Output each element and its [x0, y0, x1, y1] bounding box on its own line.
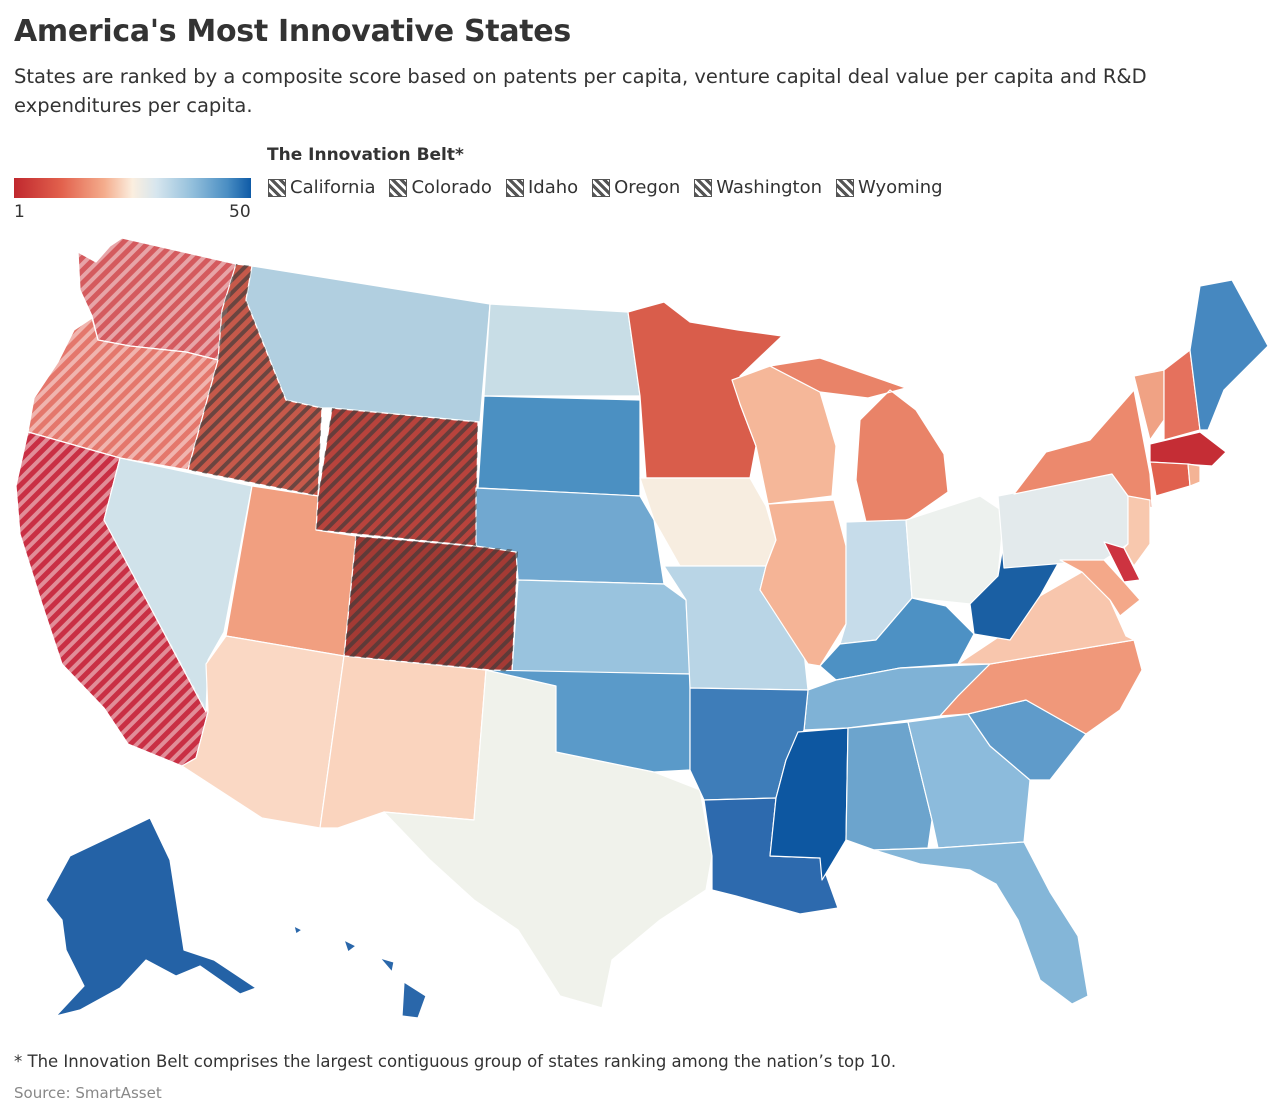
state-AZ — [181, 635, 345, 829]
state-MI — [769, 357, 949, 523]
hatch-swatch-icon — [268, 178, 286, 197]
state-ME — [1189, 279, 1269, 431]
state-DE — [1103, 541, 1141, 583]
belt-item-label: California — [290, 177, 376, 198]
color-scale-legend — [14, 178, 251, 200]
innovation-belt-legend-title: The Innovation Belt* — [267, 145, 464, 165]
page-subtitle: States are ranked by a composite score b… — [14, 65, 1147, 117]
state-HI — [293, 925, 427, 1019]
state-NJ — [1123, 495, 1151, 567]
state-PA — [997, 473, 1129, 569]
source-credit: Source: SmartAsset — [14, 1084, 162, 1102]
state-NH — [1163, 349, 1201, 441]
state-RI — [1187, 463, 1201, 487]
hatch-swatch-icon — [505, 178, 524, 197]
state-CT — [1149, 461, 1191, 497]
state-SD — [477, 395, 641, 497]
state-AK — [45, 817, 257, 1017]
state-KS — [511, 579, 691, 675]
state-FL — [873, 841, 1089, 1005]
state-KY — [819, 597, 975, 681]
belt-item-label: Washington — [716, 177, 823, 198]
belt-item-label: Wyoming — [858, 177, 943, 198]
state-IL — [759, 499, 847, 667]
hatch-swatch-icon — [592, 178, 611, 197]
state-ND — [483, 303, 641, 397]
state-MD — [1059, 559, 1141, 617]
belt-item-california: California — [268, 177, 375, 198]
state-NM — [319, 655, 487, 829]
innovation-belt-legend: California Colorado Idaho Oregon Washing… — [268, 177, 943, 198]
belt-item-label: Idaho — [527, 177, 579, 198]
state-IA — [639, 477, 777, 567]
state-NY — [1013, 389, 1153, 509]
belt-item-colorado: Colorado — [389, 177, 492, 198]
belt-item-oregon: Oregon — [592, 177, 680, 198]
state-MA — [1149, 431, 1227, 467]
belt-item-label: Oregon — [614, 177, 681, 198]
innovation-belt-hatching — [16, 238, 518, 766]
hatch-swatch-icon — [389, 178, 408, 197]
belt-item-idaho: Idaho — [505, 177, 579, 198]
belt-item-wyoming: Wyoming — [836, 177, 943, 198]
color-scale-bar — [14, 178, 251, 198]
page-title: America's Most Innovative States — [14, 14, 571, 49]
scale-min-label: 1 — [14, 202, 25, 222]
belt-item-washington: Washington — [694, 177, 822, 198]
belt-item-label: Colorado — [411, 177, 492, 198]
footnote: * The Innovation Belt comprises the larg… — [14, 1052, 897, 1071]
hatch-swatch-icon — [694, 178, 713, 197]
us-states-map — [15, 237, 1269, 1019]
hatch-swatch-icon — [836, 178, 855, 197]
scale-max-label: 50 — [229, 202, 251, 222]
